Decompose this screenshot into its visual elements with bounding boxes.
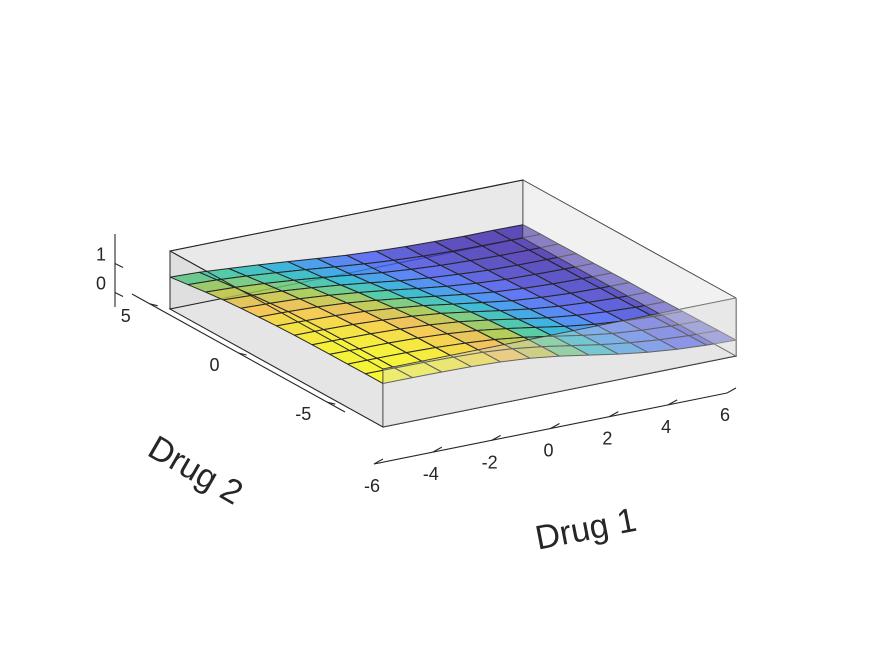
z-axis-tick — [114, 292, 124, 297]
x-axis-tick — [609, 411, 619, 418]
surface-mesh — [169, 224, 737, 384]
y-tick-label: 0 — [209, 355, 219, 375]
x-tick-label: -2 — [482, 452, 498, 472]
x-tick-label: 6 — [720, 405, 730, 425]
box-wall-front — [383, 298, 736, 427]
x-axis-tick — [550, 423, 560, 429]
box-edge — [382, 297, 737, 370]
axes-box-front — [169, 179, 737, 428]
box-wall-right — [523, 180, 736, 356]
x-tick-label: 2 — [602, 429, 612, 449]
x-axis-tick — [726, 387, 737, 394]
y-axis-tick — [149, 303, 158, 307]
y-tick-label: -5 — [295, 404, 311, 424]
y-axis-tick — [238, 352, 247, 356]
x-tick-label: -4 — [423, 464, 439, 484]
x-axis-tick — [491, 434, 501, 441]
x-axis-tick — [432, 446, 443, 453]
y-axis-title: Drug 2 — [142, 429, 249, 513]
z-tick-label: 1 — [96, 245, 106, 265]
box-edge — [169, 179, 524, 252]
z-axis-tick — [114, 263, 124, 268]
x-tick-label: 0 — [543, 441, 553, 461]
box-edge — [382, 355, 737, 428]
y-tick-label: 5 — [121, 306, 131, 326]
x-axis-title: Drug 1 — [532, 501, 639, 558]
x-axis-tick — [373, 458, 384, 465]
x-axis-tick — [667, 399, 678, 406]
box-edge — [522, 237, 737, 357]
box-edge — [522, 179, 737, 299]
z-tick-label: 0 — [96, 274, 106, 294]
x-tick-label: -6 — [364, 476, 380, 496]
y-axis-tick — [327, 401, 336, 405]
surface-patch — [688, 330, 737, 346]
box-edge — [169, 250, 384, 370]
x-tick-label: 4 — [661, 417, 671, 437]
